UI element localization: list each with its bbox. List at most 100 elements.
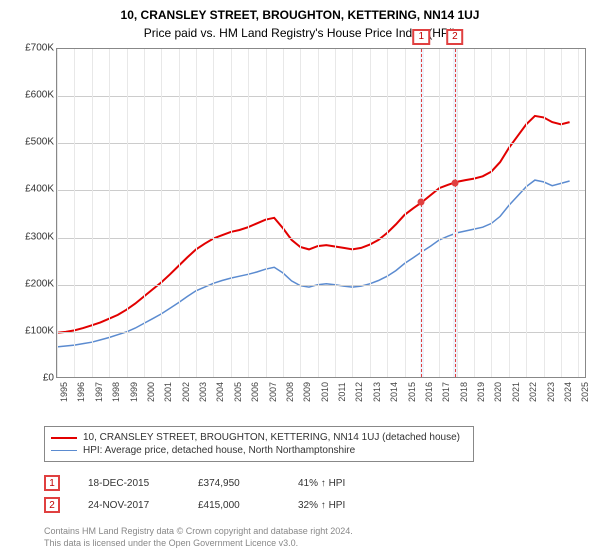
y-tick: £600K: [25, 90, 54, 101]
grid-v: [109, 49, 110, 377]
x-tick: 2011: [337, 382, 347, 401]
trade-marker: [451, 180, 458, 187]
grid-v: [266, 49, 267, 377]
grid-v: [161, 49, 162, 377]
x-tick: 2008: [285, 382, 295, 402]
grid-v: [335, 49, 336, 377]
x-tick: 2002: [181, 382, 191, 402]
legend-swatch: [51, 450, 77, 451]
x-tick: 2009: [302, 382, 312, 402]
trade-date: 18-DEC-2015: [88, 478, 198, 489]
x-tick: 2010: [320, 382, 330, 402]
x-tick: 2004: [215, 382, 225, 402]
x-axis: 1995199619971998199920002001200220032004…: [56, 378, 586, 418]
trade-pct: 32% ↑ HPI: [298, 500, 418, 511]
legend-row: 10, CRANSLEY STREET, BROUGHTON, KETTERIN…: [51, 431, 467, 444]
footer: Contains HM Land Registry data © Crown c…: [44, 526, 590, 549]
x-tick: 2019: [476, 382, 486, 402]
x-tick: 2006: [250, 382, 260, 402]
trade-marker-label: 2: [446, 29, 464, 45]
grid-v: [127, 49, 128, 377]
grid-v: [509, 49, 510, 377]
grid-h: [57, 190, 585, 191]
x-tick: 2021: [511, 382, 521, 402]
trade-table: 1 18-DEC-2015£374,95041% ↑ HPI 224-NOV-201…: [44, 472, 590, 516]
grid-v: [283, 49, 284, 377]
legend-swatch: [51, 437, 77, 439]
y-tick: £0: [43, 373, 54, 384]
grid-h: [57, 238, 585, 239]
trade-row: 1 18-DEC-2015£374,95041% ↑ HPI: [44, 472, 590, 494]
x-tick: 2022: [528, 382, 538, 402]
legend: 10, CRANSLEY STREET, BROUGHTON, KETTERIN…: [44, 426, 474, 462]
y-tick: £300K: [25, 231, 54, 242]
trade-marker-label: 1: [412, 29, 430, 45]
grid-v: [491, 49, 492, 377]
grid-v: [92, 49, 93, 377]
marker-vline: [421, 49, 422, 377]
trade-pct: 41% ↑ HPI: [298, 478, 418, 489]
grid-v: [144, 49, 145, 377]
x-tick: 2020: [493, 382, 503, 402]
legend-label: 10, CRANSLEY STREET, BROUGHTON, KETTERIN…: [83, 432, 460, 443]
y-tick: £400K: [25, 184, 54, 195]
series-property: [57, 116, 570, 333]
grid-v: [179, 49, 180, 377]
x-tick: 2005: [233, 382, 243, 402]
x-tick: 2003: [198, 382, 208, 402]
grid-v: [248, 49, 249, 377]
grid-v: [318, 49, 319, 377]
x-tick: 1995: [59, 382, 69, 402]
x-tick: 2007: [268, 382, 278, 402]
grid-v: [405, 49, 406, 377]
chart-title: 10, CRANSLEY STREET, BROUGHTON, KETTERIN…: [10, 8, 590, 22]
trade-row: 224-NOV-2017£415,00032% ↑ HPI: [44, 494, 590, 516]
x-tick: 2001: [163, 382, 173, 402]
x-tick: 1999: [129, 382, 139, 402]
grid-v: [370, 49, 371, 377]
chart-area: £0£100K£200K£300K£400K£500K£600K£700K 12…: [10, 48, 590, 398]
grid-v: [57, 49, 58, 377]
grid-h: [57, 285, 585, 286]
y-tick: £700K: [25, 43, 54, 54]
y-tick: £500K: [25, 137, 54, 148]
legend-label: HPI: Average price, detached house, Nort…: [83, 445, 355, 456]
x-tick: 2014: [389, 382, 399, 402]
trade-marker: [418, 199, 425, 206]
x-tick: 2024: [563, 382, 573, 402]
grid-v: [196, 49, 197, 377]
grid-v: [561, 49, 562, 377]
grid-v: [74, 49, 75, 377]
series-svg: [57, 49, 587, 379]
grid-v: [457, 49, 458, 377]
grid-h: [57, 96, 585, 97]
x-tick: 2000: [146, 382, 156, 402]
x-tick: 2023: [546, 382, 556, 402]
marker-vline: [455, 49, 456, 377]
x-tick: 1997: [94, 382, 104, 402]
x-tick: 2016: [424, 382, 434, 402]
x-tick: 1996: [76, 382, 86, 402]
x-tick: 2017: [441, 382, 451, 402]
grid-v: [231, 49, 232, 377]
grid-h: [57, 332, 585, 333]
x-tick: 2025: [580, 382, 590, 402]
grid-v: [387, 49, 388, 377]
trade-price: £374,950: [198, 478, 298, 489]
grid-h: [57, 143, 585, 144]
footer-line1: Contains HM Land Registry data © Crown c…: [44, 526, 590, 538]
grid-v: [526, 49, 527, 377]
plot-area: 12: [56, 48, 586, 378]
grid-v: [352, 49, 353, 377]
y-tick: £200K: [25, 278, 54, 289]
x-tick: 2012: [354, 382, 364, 402]
grid-v: [544, 49, 545, 377]
grid-v: [578, 49, 579, 377]
legend-row: HPI: Average price, detached house, Nort…: [51, 444, 467, 457]
trade-idx: 1: [44, 475, 60, 491]
grid-v: [300, 49, 301, 377]
trade-price: £415,000: [198, 500, 298, 511]
x-tick: 2018: [459, 382, 469, 402]
y-tick: £100K: [25, 325, 54, 336]
grid-v: [439, 49, 440, 377]
